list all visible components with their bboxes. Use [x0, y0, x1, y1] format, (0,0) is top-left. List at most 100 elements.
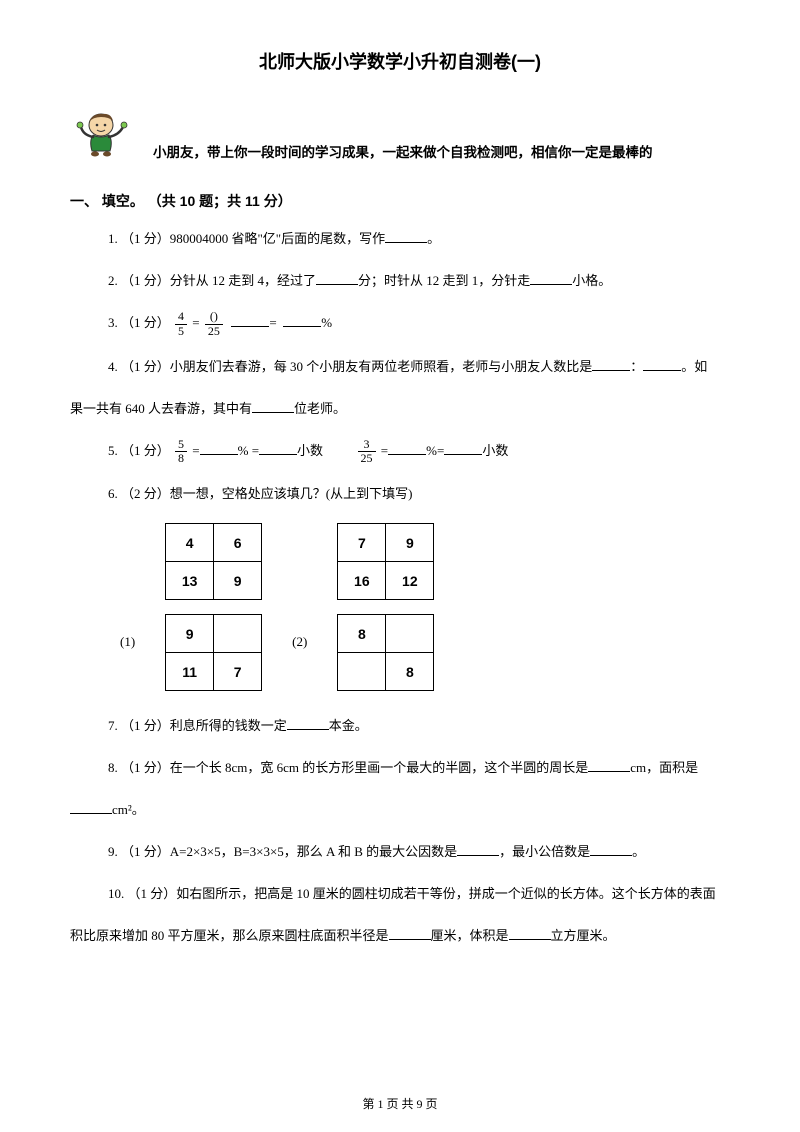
grid-3: 79 1612 [337, 523, 434, 600]
q2-blank1[interactable] [316, 272, 358, 285]
q5-blank1[interactable] [200, 442, 238, 455]
frac-den: 25 [205, 325, 223, 338]
q9-c: 。 [632, 844, 645, 859]
q7-a: 7. （1 分）利息所得的钱数一定 [108, 718, 287, 733]
q5-blank4[interactable] [444, 442, 482, 455]
q2-a: 2. （1 分）分针从 12 走到 4，经过了 [108, 273, 316, 288]
q10: 10. （1 分）如右图所示，把高是 10 厘米的圆柱切成若干等份，拼成一个近似… [70, 881, 730, 907]
page-title: 北师大版小学数学小升初自测卷(一) [70, 48, 730, 77]
q1-blank[interactable] [385, 230, 427, 243]
q5-frac2: 325 [358, 438, 376, 465]
q2-blank2[interactable] [530, 272, 572, 285]
q3-pct: % [321, 315, 332, 330]
q5-blank2[interactable] [259, 442, 297, 455]
puzzle-col-1: 46 139 9 117 [165, 523, 262, 691]
q10-blank2[interactable] [509, 927, 551, 940]
cell: 12 [386, 562, 434, 600]
q9: 9. （1 分）A=2×3×5，B=3×3×5，那么 A 和 B 的最大公因数是… [70, 839, 730, 865]
cell: 11 [166, 653, 214, 691]
q7: 7. （1 分）利息所得的钱数一定 本金。 [70, 713, 730, 739]
q5-eq2: = [381, 443, 388, 458]
grid-1: 46 139 [165, 523, 262, 600]
q4-blank3[interactable] [252, 400, 294, 413]
q7-blank[interactable] [287, 717, 329, 730]
q1-suffix: 。 [427, 231, 440, 246]
cell: 8 [338, 615, 386, 653]
q5-frac1: 58 [175, 438, 187, 465]
q8-a: 8. （1 分）在一个长 8cm，宽 6cm 的长方形里画一个最大的半圆，这个半… [108, 760, 588, 775]
frac-num: 4 [175, 310, 187, 324]
q9-blank2[interactable] [590, 843, 632, 856]
q3-eq1: = [192, 315, 203, 330]
puzzle-area: (1) 46 139 9 117 (2) 79 1612 8 8 [70, 523, 730, 691]
q10-cont: 积比原来增加 80 平方厘米，那么原来圆柱底面积半径是厘米，体积是立方厘米。 [70, 923, 730, 949]
q3-frac1: 45 [175, 310, 187, 337]
q3: 3. （1 分） 45 = ()25 = % [70, 310, 730, 338]
q4-d: 位老师。 [294, 401, 346, 416]
q9-b: ，最小公倍数是 [499, 844, 590, 859]
grid-4: 8 8 [337, 614, 434, 691]
q8-cont: cm²。 [70, 797, 730, 823]
cell: 7 [338, 524, 386, 562]
intro-text: 小朋友，带上你一段时间的学习成果，一起来做个自我检测吧，相信你一定是最棒的 [153, 142, 653, 168]
q10-b: 积比原来增加 80 平方厘米，那么原来圆柱底面积半径是 [70, 928, 389, 943]
q8-blank1[interactable] [588, 759, 630, 772]
q6-text: 6. （2 分）想一想，空格处应该填几？(从上到下填写) [108, 486, 412, 501]
q5-dec1: 小数 [297, 443, 323, 458]
q2-c: 小格。 [572, 273, 611, 288]
cell: 9 [214, 562, 262, 600]
puzzle-col-2: 79 1612 8 8 [337, 523, 434, 691]
frac-den: 5 [175, 325, 187, 338]
q4-b: 。如 [681, 359, 707, 374]
page-number: 第 1 页 共 9 页 [0, 1095, 800, 1114]
q2-b: 分；时针从 12 走到 1，分针走 [358, 273, 530, 288]
q3-blank1[interactable] [231, 314, 269, 327]
puzzle-label-1: (1) [120, 632, 135, 653]
q9-a: 9. （1 分）A=2×3×5，B=3×3×5，那么 A 和 B 的最大公因数是 [108, 844, 457, 859]
q5-pct2: %= [426, 443, 444, 458]
mascot-icon [75, 105, 133, 168]
frac-num: 3 [358, 438, 376, 452]
q10-a: 10. （1 分）如右图所示，把高是 10 厘米的圆柱切成若干等份，拼成一个近似… [108, 886, 716, 901]
frac-den: 25 [358, 452, 376, 465]
cell-blank[interactable] [386, 615, 434, 653]
cell: 9 [386, 524, 434, 562]
grid-2: 9 117 [165, 614, 262, 691]
q9-blank1[interactable] [457, 843, 499, 856]
frac-den: 8 [175, 452, 187, 465]
cell: 6 [214, 524, 262, 562]
q4-a: 4. （1 分）小朋友们去春游，每 30 个小朋友有两位老师照看，老师与小朋友人… [108, 359, 592, 374]
q8: 8. （1 分）在一个长 8cm，宽 6cm 的长方形里画一个最大的半圆，这个半… [70, 755, 730, 781]
puzzle-label-2: (2) [292, 632, 307, 653]
cell: 13 [166, 562, 214, 600]
cell: 4 [166, 524, 214, 562]
q5-blank3[interactable] [388, 442, 426, 455]
q5-eq1: = [192, 443, 199, 458]
q3-frac2: ()25 [205, 310, 223, 337]
q4-colon: ： [630, 359, 643, 374]
cell: 16 [338, 562, 386, 600]
cell-blank[interactable] [214, 615, 262, 653]
frac-num: 5 [175, 438, 187, 452]
q7-b: 本金。 [329, 718, 368, 733]
q5: 5. （1 分） 58 =% =小数 325 =%=小数 [70, 438, 730, 466]
q10-blank1[interactable] [389, 927, 431, 940]
q3-prefix: 3. （1 分） [108, 315, 170, 330]
cell-blank[interactable] [338, 653, 386, 691]
q1: 1. （1 分）980004000 省略"亿"后面的尾数，写作 。 [70, 226, 730, 252]
q3-blank2[interactable] [283, 314, 321, 327]
q8-c: cm²。 [112, 802, 145, 817]
q10-c: 厘米，体积是 [431, 928, 509, 943]
q1-text: 1. （1 分）980004000 省略"亿"后面的尾数，写作 [108, 231, 385, 246]
q4-blank2[interactable] [643, 358, 681, 371]
q4-c: 果一共有 640 人去春游，其中有 [70, 401, 252, 416]
q8-blank2[interactable] [70, 801, 112, 814]
q8-b: cm，面积是 [630, 760, 698, 775]
q4-cont: 果一共有 640 人去春游，其中有 位老师。 [70, 396, 730, 422]
q3-tail: = [269, 315, 280, 330]
intro-row: 小朋友，带上你一段时间的学习成果，一起来做个自我检测吧，相信你一定是最棒的 [70, 105, 730, 168]
cell: 8 [386, 653, 434, 691]
frac-num: () [205, 310, 223, 324]
q4-blank1[interactable] [592, 358, 630, 371]
cell: 9 [166, 615, 214, 653]
